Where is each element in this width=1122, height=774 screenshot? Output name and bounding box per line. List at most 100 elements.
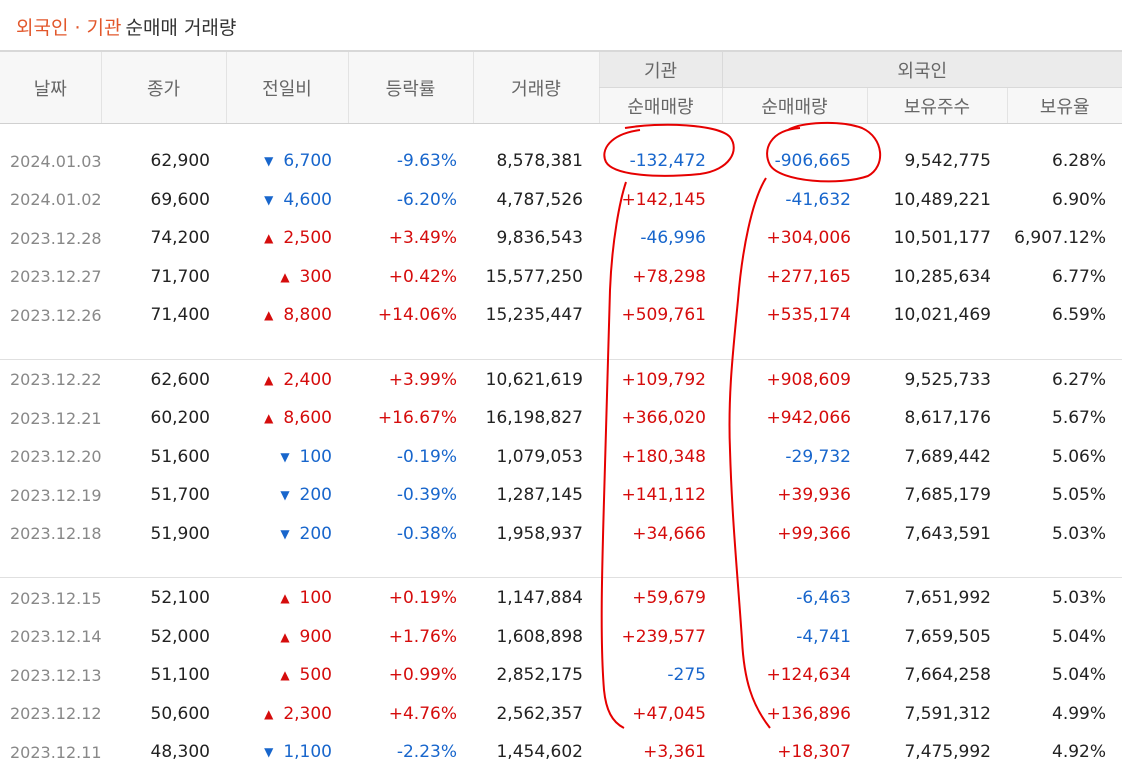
cell-foreign-net: -29,732: [785, 446, 851, 467]
change-value: 6,700: [283, 151, 332, 172]
table-row: 2023.12.13 51,100 ▲ 500 +0.99% 2,852,175 …: [0, 656, 1122, 695]
cell-date: 2024.01.02: [10, 190, 102, 210]
cell-foreign-holding: 9,542,775: [904, 151, 991, 172]
cell-rate: -0.19%: [396, 446, 457, 467]
cell-foreign-net: +18,307: [777, 742, 851, 763]
triangle-up-icon: ▲: [264, 706, 274, 721]
cell-foreign-net: +124,634: [766, 665, 851, 686]
cell-change: ▼ 200: [226, 476, 348, 515]
cell-inst-net: +3,361: [643, 742, 706, 763]
cell-foreign-ratio: 5.03%: [1052, 588, 1107, 609]
cell-volume: 4,787,526: [496, 189, 583, 210]
cell-foreign-ratio: 5.03%: [1052, 523, 1107, 544]
cell-inst-net: +142,145: [621, 189, 706, 210]
header-foreign-net[interactable]: 순매매량: [721, 87, 867, 124]
cell-foreign-ratio: 6.27%: [1052, 369, 1107, 390]
cell-foreign-holding: 7,659,505: [904, 626, 991, 647]
triangle-up-icon: ▲: [264, 231, 274, 246]
group-divider: [0, 358, 1122, 361]
header-close[interactable]: 종가: [100, 50, 226, 124]
cell-close: 52,000: [150, 626, 210, 647]
cell-change: ▲ 300: [226, 258, 348, 297]
cell-date: 2023.12.15: [10, 588, 102, 608]
cell-change: ▼ 200: [226, 515, 348, 554]
group-spacer: [0, 335, 1122, 360]
table-row: 2024.01.02 69,600 ▼ 4,600 -6.20% 4,787,52…: [0, 181, 1122, 220]
title-foreign: 외국인: [16, 17, 69, 39]
group-spacer-cell: [0, 124, 1122, 143]
cell-rate: -9.63%: [396, 151, 457, 172]
cell-close: 51,600: [150, 446, 210, 467]
group-spacer: [0, 124, 1122, 143]
change-value: 8,600: [283, 408, 332, 429]
header-foreign-ratio[interactable]: 보유율: [1006, 87, 1122, 124]
group-divider-cell: [0, 577, 1122, 579]
cell-date: 2023.12.21: [10, 408, 102, 428]
header-volume[interactable]: 거래량: [472, 50, 599, 124]
cell-foreign-net: +908,609: [766, 369, 851, 390]
cell-volume: 15,235,447: [485, 305, 583, 326]
cell-inst-net: +109,792: [621, 369, 706, 390]
cell-foreign-net: -6,463: [796, 588, 851, 609]
change-value: 100: [299, 446, 332, 467]
triangle-up-icon: ▲: [280, 668, 290, 683]
cell-change: ▼ 100: [226, 438, 348, 477]
cell-inst-net: -132,472: [629, 151, 706, 172]
cell-close: 69,600: [150, 189, 210, 210]
cell-inst-net: +34,666: [632, 523, 706, 544]
table-row: 2023.12.22 62,600 ▲ 2,400 +3.99% 10,621,6…: [0, 361, 1122, 400]
cell-foreign-holding: 7,475,992: [904, 742, 991, 763]
table-row: 2023.12.12 50,600 ▲ 2,300 +4.76% 2,562,35…: [0, 695, 1122, 734]
cell-foreign-net: +99,366: [777, 523, 851, 544]
header-inst-net[interactable]: 순매매량: [598, 87, 722, 124]
cell-foreign-holding: 9,525,733: [904, 369, 991, 390]
cell-date: 2023.12.12: [10, 704, 102, 724]
header-change[interactable]: 전일비: [225, 50, 348, 124]
cell-foreign-net: +277,165: [766, 266, 851, 287]
cell-foreign-net: +942,066: [766, 408, 851, 429]
cell-close: 52,100: [150, 588, 210, 609]
cell-foreign-ratio: 6,907.12%: [1014, 228, 1107, 249]
cell-foreign-ratio: 5.05%: [1052, 485, 1107, 506]
cell-inst-net: +239,577: [621, 626, 706, 647]
cell-foreign-ratio: 5.04%: [1052, 626, 1107, 647]
cell-rate: -6.20%: [396, 189, 457, 210]
cell-volume: 15,577,250: [485, 266, 583, 287]
cell-close: 51,700: [150, 485, 210, 506]
cell-inst-net: +47,045: [632, 703, 706, 724]
cell-volume: 1,287,145: [496, 485, 583, 506]
cell-foreign-ratio: 4.92%: [1052, 742, 1107, 763]
cell-change: ▲ 100: [226, 579, 348, 618]
cell-foreign-net: +304,006: [766, 228, 851, 249]
cell-foreign-net: -41,632: [785, 189, 851, 210]
cell-volume: 8,578,381: [496, 151, 583, 172]
cell-foreign-ratio: 5.06%: [1052, 446, 1107, 467]
cell-rate: -2.23%: [396, 742, 457, 763]
cell-change: ▼ 6,700: [226, 142, 348, 181]
cell-date: 2023.12.20: [10, 447, 102, 467]
change-value: 500: [299, 665, 332, 686]
cell-inst-net: +366,020: [621, 408, 706, 429]
trading-table: 날짜 종가 전일비 등락률 거래량 기관 외국인 순매매량 순매매량 보유주수 …: [0, 50, 1122, 772]
header-date[interactable]: 날짜: [0, 50, 101, 124]
cell-close: 60,200: [150, 408, 210, 429]
cell-inst-net: -46,996: [640, 228, 706, 249]
table-body: 2024.01.03 62,900 ▼ 6,700 -9.63% 8,578,38…: [0, 124, 1122, 772]
change-value: 1,100: [283, 742, 332, 763]
cell-rate: +16.67%: [377, 408, 457, 429]
change-value: 2,500: [283, 228, 332, 249]
change-value: 2,400: [283, 369, 332, 390]
change-value: 900: [299, 626, 332, 647]
change-value: 200: [299, 523, 332, 544]
triangle-up-icon: ▲: [264, 308, 274, 323]
header-foreign-holding[interactable]: 보유주수: [866, 87, 1007, 124]
header-rate[interactable]: 등락률: [347, 50, 473, 124]
cell-foreign-net: +535,174: [766, 305, 851, 326]
table-row: 2023.12.28 74,200 ▲ 2,500 +3.49% 9,836,54…: [0, 219, 1122, 258]
cell-date: 2023.12.19: [10, 485, 102, 505]
table-row: 2023.12.26 71,400 ▲ 8,800 +14.06% 15,235,…: [0, 296, 1122, 335]
cell-foreign-holding: 7,643,591: [904, 523, 991, 544]
table-row: 2023.12.15 52,100 ▲ 100 +0.19% 1,147,884 …: [0, 579, 1122, 618]
change-value: 8,800: [283, 305, 332, 326]
table-row: 2023.12.14 52,000 ▲ 900 +1.76% 1,608,898 …: [0, 618, 1122, 657]
